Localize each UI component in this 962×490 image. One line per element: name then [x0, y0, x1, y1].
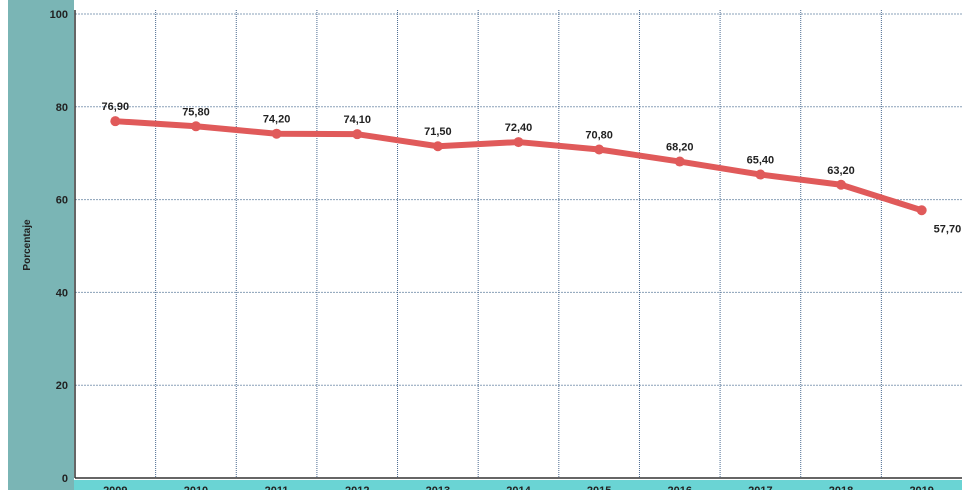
data-label: 68,20: [666, 142, 694, 154]
y-tick-label: 40: [56, 287, 68, 299]
data-label: 74,20: [263, 114, 291, 126]
data-point: [674, 156, 685, 167]
data-point: [352, 129, 363, 140]
x-axis-panel: [74, 480, 962, 490]
data-label: 72,40: [505, 122, 533, 134]
data-label: 70,80: [585, 129, 613, 141]
y-tick-label: 0: [62, 473, 68, 485]
y-tick-label: 20: [56, 380, 68, 392]
data-label: 65,40: [747, 155, 775, 167]
y-tick-label: 60: [56, 195, 68, 207]
data-point: [432, 141, 443, 152]
data-point: [836, 179, 847, 190]
data-label: 57,70: [934, 223, 962, 235]
x-tick-label: 2019: [909, 485, 933, 490]
data-label: 63,20: [827, 165, 855, 177]
data-label: 75,80: [182, 106, 210, 118]
x-tick-label: 2013: [426, 485, 450, 490]
y-axis-label: Porcentaje: [22, 219, 33, 271]
x-tick-label: 2010: [184, 485, 208, 490]
x-tick-label: 2009: [103, 485, 127, 490]
x-tick-label: 2017: [748, 485, 772, 490]
x-tick-label: 2016: [668, 485, 692, 490]
x-tick-label: 2011: [265, 485, 289, 490]
y-tick-label: 100: [50, 9, 68, 21]
x-tick-label: 2014: [506, 485, 531, 490]
y-tick-label: 80: [56, 102, 68, 114]
data-point: [513, 137, 524, 148]
y-axis-panel: [8, 0, 74, 490]
data-point: [916, 205, 927, 216]
x-tick-label: 2015: [587, 485, 611, 490]
x-tick-label: 2012: [345, 485, 369, 490]
x-tick-label: 2018: [829, 485, 853, 490]
data-point: [110, 116, 121, 127]
data-point: [271, 128, 282, 139]
data-label: 74,10: [343, 114, 371, 126]
data-point: [594, 144, 605, 155]
data-point: [755, 169, 766, 180]
data-label: 71,50: [424, 126, 452, 138]
data-point: [190, 121, 201, 132]
data-label: 76,90: [102, 101, 130, 113]
